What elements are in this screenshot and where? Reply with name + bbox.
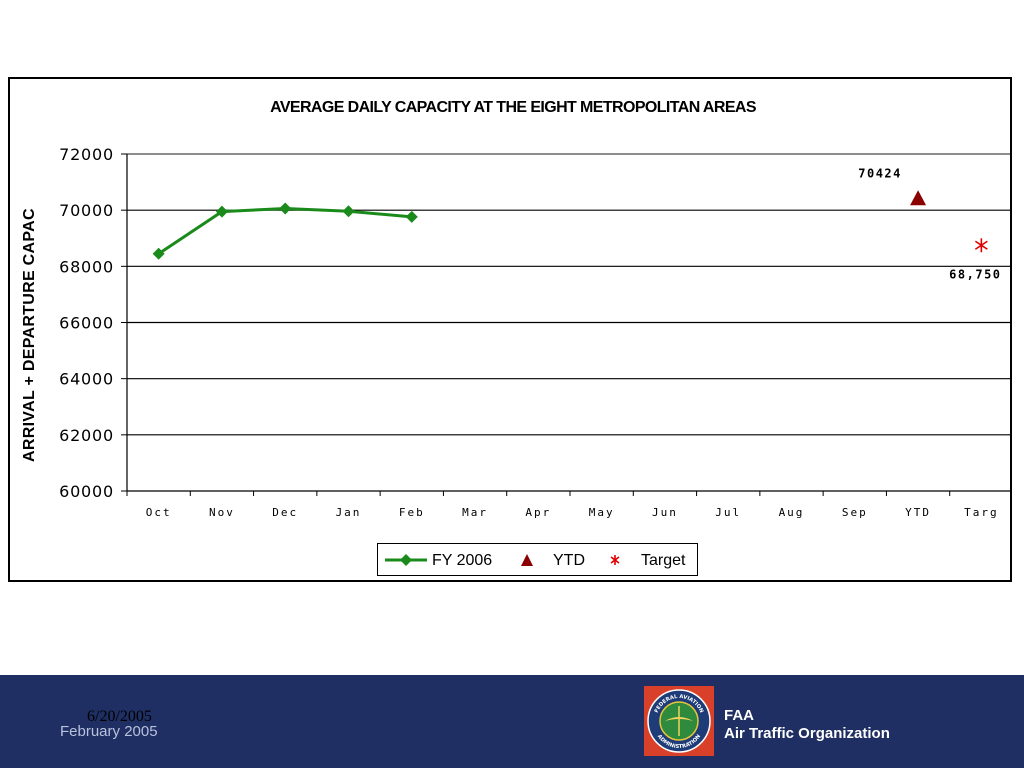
x-tick-label: Jun <box>652 506 678 519</box>
chart-svg: AVERAGE DAILY CAPACITY AT THE EIGHT METR… <box>21 99 1010 519</box>
x-tick-label: Jan <box>336 506 362 519</box>
y-tick-label: 60000 <box>59 482 114 501</box>
footer-org: FAA Air Traffic Organization <box>724 707 890 743</box>
x-tick-label: Mar <box>462 506 488 519</box>
legend-fy2006-swatch <box>385 554 427 566</box>
y-tick-label: 70000 <box>59 201 114 220</box>
legend-ytd-label: YTD <box>553 552 585 569</box>
fy2006-line <box>157 206 412 255</box>
series-ytd: 70424 <box>858 166 927 206</box>
faa-seal-icon: FEDERAL AVIATION ADMINISTRATION <box>644 686 714 756</box>
x-tick-label: Oct <box>146 506 172 519</box>
y-tick-label: 64000 <box>59 370 114 389</box>
y-tick-label: 68000 <box>59 257 114 276</box>
y-tick-label: 72000 <box>59 145 114 164</box>
axes <box>126 154 1010 492</box>
ytd-marker <box>910 190 927 206</box>
series-fy-2006 <box>152 202 418 260</box>
chart-frame: AVERAGE DAILY CAPACITY AT THE EIGHT METR… <box>8 77 1012 582</box>
y-tick-label: 62000 <box>59 426 114 445</box>
x-tick-label: Aug <box>779 506 805 519</box>
fy2006-marker <box>215 205 228 218</box>
footer-org-line2: Air Traffic Organization <box>724 725 890 742</box>
x-tick-labels: Oct Nov Dec Jan Feb Mar Apr May Jun Jul Aug Sep YTD T… <box>126 491 999 519</box>
x-tick-label: Jul <box>715 506 741 519</box>
footer-date: 6/20/2005 <box>87 708 152 725</box>
fy2006-marker <box>279 202 292 215</box>
target-data-label: 68,750 <box>949 267 1001 281</box>
gridlines <box>121 153 1010 492</box>
target-marker-stroke <box>974 240 988 250</box>
footer: 6/20/2005 February 2005 FEDERAL AVIATION… <box>0 675 1024 768</box>
y-tick-labels: 72000 70000 68000 66000 64000 62000 60000 <box>59 145 114 501</box>
legend-target-swatch <box>610 555 620 565</box>
target-marker <box>974 238 988 253</box>
legend-fy2006-label: FY 2006 <box>432 552 493 569</box>
x-tick-label: YTD <box>905 506 931 519</box>
footer-month: February 2005 <box>60 723 158 740</box>
footer-org-line1: FAA <box>724 707 754 724</box>
x-tick-label: Nov <box>209 506 235 519</box>
y-axis-label: ARRIVAL + DEPARTURE CAPAC <box>21 208 38 462</box>
chart-title: AVERAGE DAILY CAPACITY AT THE EIGHT METR… <box>270 99 757 116</box>
legend-target-label: Target <box>641 552 686 569</box>
fy2006-marker <box>405 210 418 223</box>
x-tick-label: Apr <box>525 506 551 519</box>
y-tick-label: 66000 <box>59 314 114 333</box>
x-tick-label: May <box>589 506 615 519</box>
x-tick-label: Sep <box>842 506 868 519</box>
legend-ytd-swatch <box>521 554 533 566</box>
ytd-data-label: 70424 <box>858 166 902 180</box>
x-tick-label: Targ <box>964 506 999 519</box>
series-target: 68,750 <box>949 238 1001 281</box>
fy2006-marker <box>342 205 355 218</box>
x-tick-label: Feb <box>399 506 425 519</box>
chart-legend: FY 2006 YTD Target <box>377 543 698 576</box>
x-tick-label: Dec <box>272 506 298 519</box>
fy2006-marker <box>152 247 165 260</box>
